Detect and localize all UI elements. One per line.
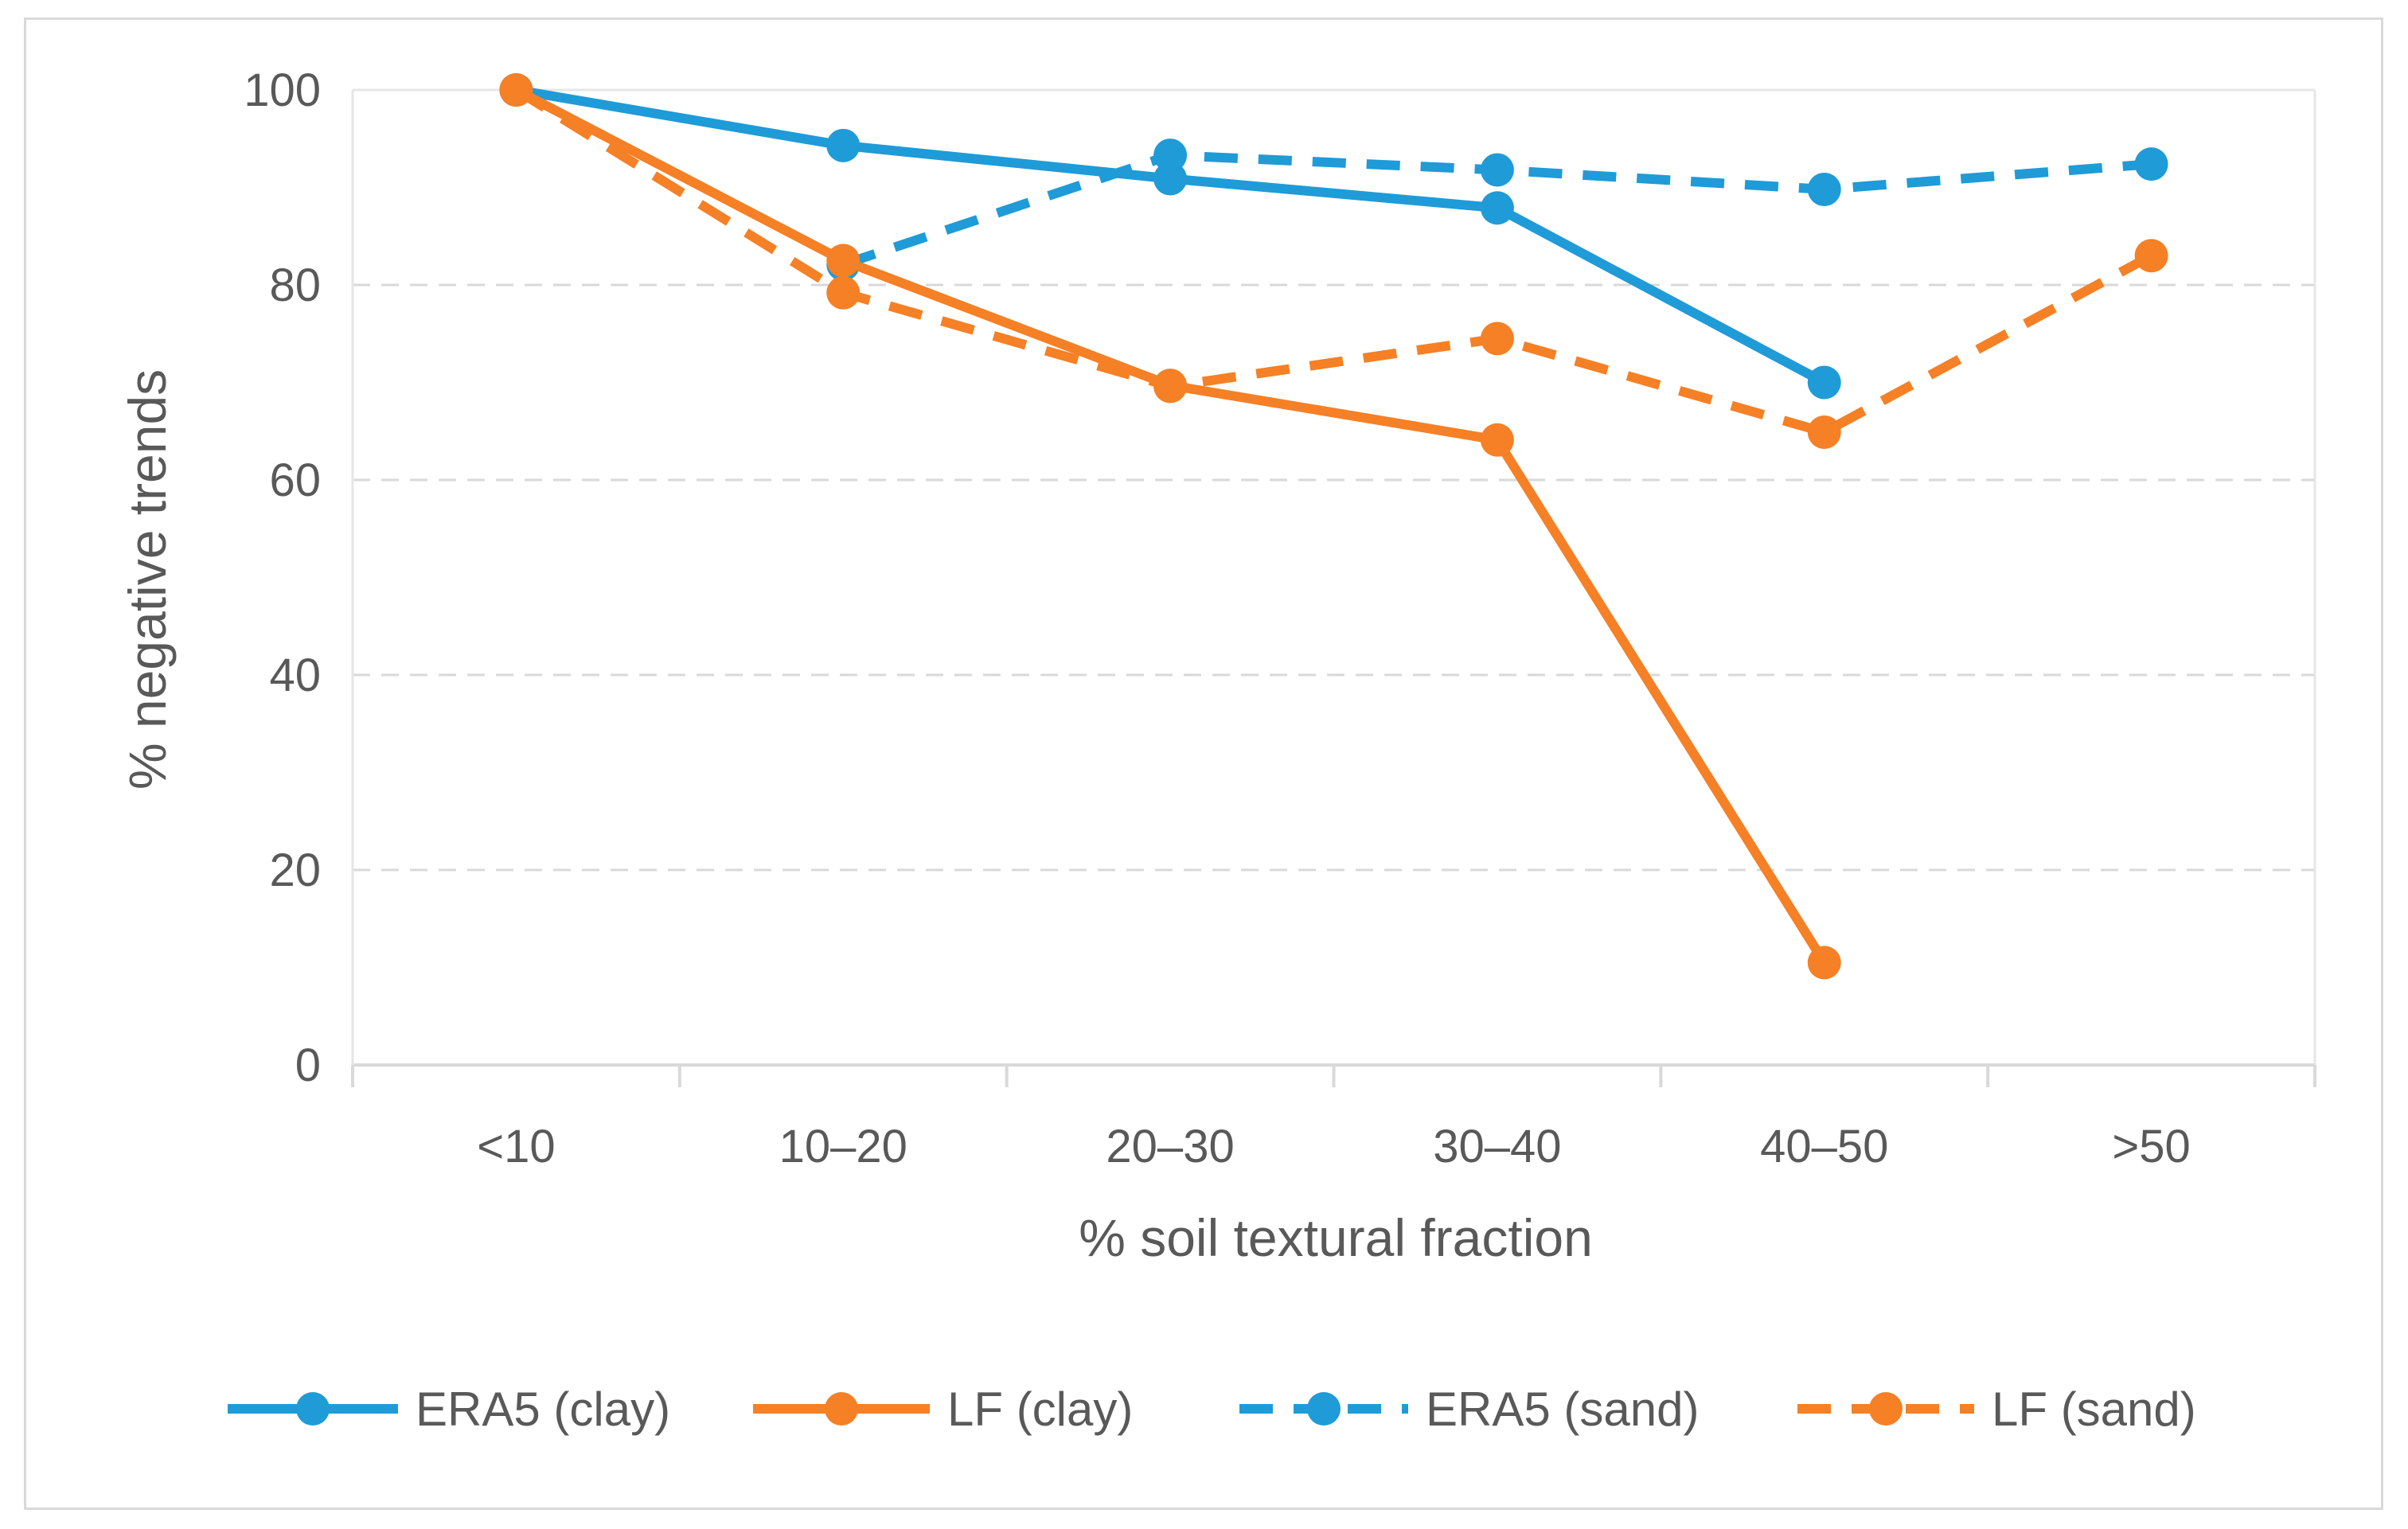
axis-layer: 0 20 40 60 80 100 <10 10–20 20–30 30–40 40–50 >50 xyxy=(244,64,2316,1172)
series-line xyxy=(513,85,2154,437)
series-lf-clay xyxy=(499,73,1841,980)
data-point xyxy=(826,244,861,278)
legend-label: LF (sand) xyxy=(1992,1383,2196,1436)
data-point xyxy=(499,73,533,107)
series-layer xyxy=(499,73,2168,980)
x-tick-label: <10 xyxy=(477,1121,555,1172)
y-tick-label: 80 xyxy=(269,259,321,311)
data-point xyxy=(2134,239,2168,273)
data-point xyxy=(826,128,861,162)
legend: ERA5 (clay) LF (clay) ERA5 (sand) LF (sand) xyxy=(228,1383,2196,1436)
data-point xyxy=(1153,369,1188,403)
data-point xyxy=(1807,415,1841,449)
data-point xyxy=(1480,322,1514,356)
y-tick-label: 20 xyxy=(269,844,321,896)
y-tick-label: 40 xyxy=(269,649,321,701)
legend-label: ERA5 (clay) xyxy=(416,1383,670,1436)
y-tick-label: 60 xyxy=(269,454,321,506)
series-era5-clay xyxy=(499,73,1841,400)
x-tick-label: >50 xyxy=(2112,1121,2190,1172)
legend-marker xyxy=(296,1392,330,1426)
data-point xyxy=(1153,138,1188,173)
y-tick-label: 0 xyxy=(295,1039,321,1091)
legend-marker xyxy=(1307,1392,1341,1426)
y-tick-label: 100 xyxy=(244,64,321,116)
x-axis-title: % soil textural fraction xyxy=(1079,1208,1593,1267)
data-point xyxy=(1807,172,1841,206)
legend-label: LF (clay) xyxy=(947,1383,1133,1436)
data-point xyxy=(1480,423,1514,457)
data-point xyxy=(1480,153,1514,187)
data-point xyxy=(2134,147,2168,181)
legend-item: LF (sand) xyxy=(1797,1383,2196,1436)
chart-frame xyxy=(24,18,2383,1510)
legend-item: ERA5 (clay) xyxy=(228,1383,670,1436)
legend-marker xyxy=(825,1392,858,1426)
grid-layer xyxy=(353,88,2315,872)
legend-marker xyxy=(1869,1392,1903,1426)
data-point xyxy=(1807,365,1841,400)
series-line xyxy=(515,85,1827,387)
legend-label: ERA5 (sand) xyxy=(1426,1383,1699,1436)
legend-item: ERA5 (sand) xyxy=(1239,1383,1699,1436)
data-point xyxy=(1480,191,1514,225)
data-point xyxy=(1153,162,1188,196)
data-point xyxy=(826,275,861,310)
series-line xyxy=(513,85,1828,965)
x-tick-label: 40–50 xyxy=(1760,1121,1888,1172)
data-point xyxy=(1807,946,1841,980)
y-axis-title: % negative trends xyxy=(118,369,177,790)
legend-item: LF (clay) xyxy=(753,1383,1133,1436)
x-tick-label: 30–40 xyxy=(1433,1121,1561,1172)
x-tick-label: 20–30 xyxy=(1106,1121,1234,1172)
x-tick-label: 10–20 xyxy=(779,1121,907,1172)
